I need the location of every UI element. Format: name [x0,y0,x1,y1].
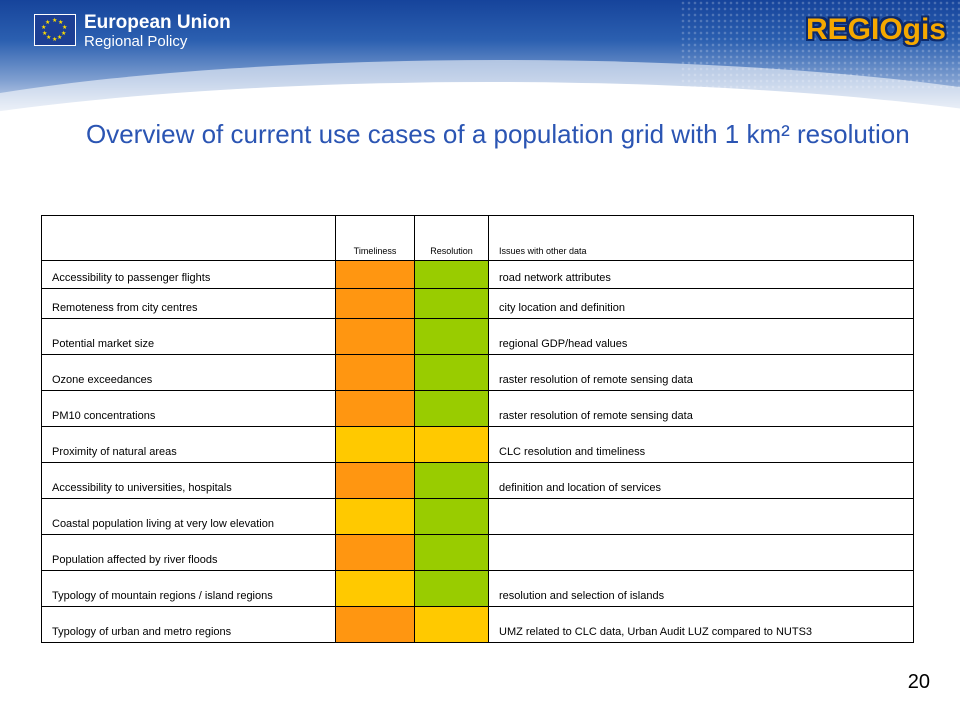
timeliness-rating-cell [335,318,415,355]
use-case-name: Proximity of natural areas [41,426,336,463]
issues-cell: definition and location of services [488,462,914,499]
use-case-name: PM10 concentrations [41,390,336,427]
table-row: Coastal population living at very low el… [41,498,914,535]
resolution-rating-cell [414,426,489,463]
table-row: Proximity of natural areas CLC resolution… [41,426,914,463]
table-row: Accessibility to passenger flights road n… [41,260,914,289]
issues-cell: regional GDP/head values [488,318,914,355]
header-banner: ★ ★ ★ ★ ★ ★ ★ ★ ★ ★ European Union Regio… [0,0,960,140]
table-header-row: Timeliness Resolution Issues with other … [41,215,914,261]
timeliness-rating-cell [335,390,415,427]
europe-map-pattern [680,0,960,90]
issues-cell: road network attributes [488,260,914,289]
resolution-rating-cell [414,606,489,643]
table-row: Accessibility to universities, hospitals… [41,462,914,499]
issues-cell: raster resolution of remote sensing data [488,390,914,427]
issues-cell: city location and definition [488,288,914,319]
use-case-name: Accessibility to passenger flights [41,260,336,289]
use-case-name: Remoteness from city centres [41,288,336,319]
timeliness-rating-cell [335,570,415,607]
slide-title: Overview of current use cases of a popul… [86,119,910,149]
issues-cell: CLC resolution and timeliness [488,426,914,463]
table-row: Population affected by river floods [41,534,914,571]
org-title: European Union [84,12,231,33]
timeliness-rating-cell [335,288,415,319]
issues-cell: resolution and selection of islands [488,570,914,607]
resolution-rating-cell [414,462,489,499]
use-case-name: Potential market size [41,318,336,355]
header-issues: Issues with other data [488,215,914,261]
use-case-name: Typology of urban and metro regions [41,606,336,643]
header-resolution: Resolution [414,215,489,261]
header-cell-empty [41,215,336,261]
issues-cell: raster resolution of remote sensing data [488,354,914,391]
brand-logo: REGIOgis [805,13,946,46]
org-subtitle: Regional Policy [84,33,188,50]
eu-flag-icon: ★ ★ ★ ★ ★ ★ ★ ★ ★ ★ [34,14,76,46]
use-case-name: Population affected by river floods [41,534,336,571]
resolution-rating-cell [414,534,489,571]
issues-cell: UMZ related to CLC data, Urban Audit LUZ… [488,606,914,643]
resolution-rating-cell [414,390,489,427]
table-row: Typology of mountain regions / island re… [41,570,914,607]
timeliness-rating-cell [335,534,415,571]
timeliness-rating-cell [335,354,415,391]
table-row: Ozone exceedances raster resolution of re… [41,354,914,391]
timeliness-rating-cell [335,426,415,463]
table-row: Typology of urban and metro regions UMZ r… [41,606,914,643]
use-case-name: Coastal population living at very low el… [41,498,336,535]
resolution-rating-cell [414,260,489,289]
issues-cell [488,498,914,535]
timeliness-rating-cell [335,606,415,643]
page-number: 20 [907,671,930,693]
resolution-rating-cell [414,354,489,391]
resolution-rating-cell [414,570,489,607]
table-row: Remoteness from city centres city locatio… [41,288,914,319]
timeliness-rating-cell [335,498,415,535]
timeliness-rating-cell [335,260,415,289]
resolution-rating-cell [414,288,489,319]
resolution-rating-cell [414,498,489,535]
table-row: Potential market size regional GDP/head v… [41,318,914,355]
timeliness-rating-cell [335,462,415,499]
use-case-name: Accessibility to universities, hospitals [41,462,336,499]
use-case-name: Ozone exceedances [41,354,336,391]
use-cases-table: Timeliness Resolution Issues with other … [41,215,914,643]
table-row: PM10 concentrations raster resolution of … [41,390,914,427]
resolution-rating-cell [414,318,489,355]
header-timeliness: Timeliness [335,215,415,261]
use-case-name: Typology of mountain regions / island re… [41,570,336,607]
issues-cell [488,534,914,571]
